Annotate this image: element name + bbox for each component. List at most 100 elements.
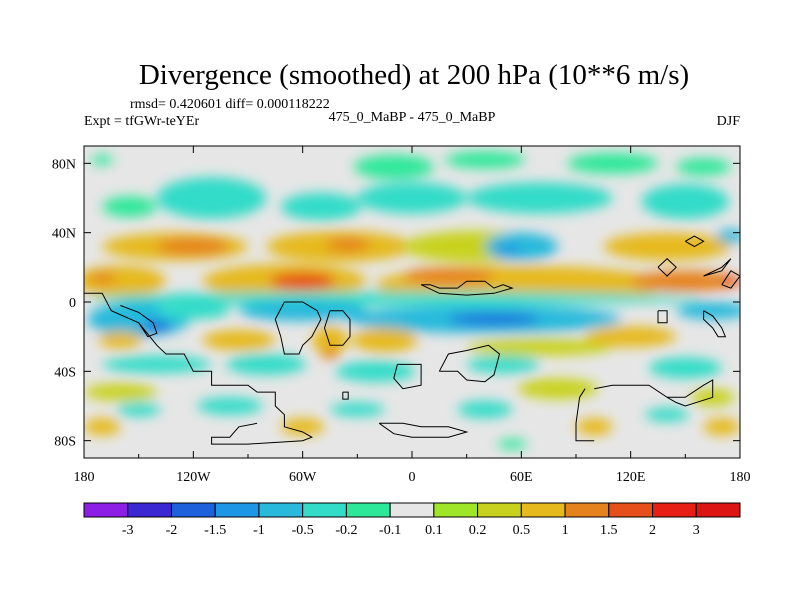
colorbar-swatch <box>345 502 391 518</box>
field-region-51 <box>116 402 161 417</box>
field-region-56 <box>84 418 121 436</box>
colorbar-label: 2 <box>649 523 656 538</box>
field-region-30 <box>142 321 172 332</box>
colorbar-label: 1 <box>562 523 569 538</box>
colorbar-label: -1.5 <box>204 523 226 538</box>
field-region-6 <box>280 192 361 221</box>
field-region-31 <box>156 302 230 320</box>
field-region-59 <box>703 418 740 436</box>
field-region-42 <box>585 326 677 348</box>
field-region-27 <box>719 276 740 287</box>
coastline-6 <box>438 344 501 383</box>
colorbar-swatch <box>258 502 304 518</box>
field-region-41 <box>466 338 613 356</box>
field-region-37 <box>202 329 276 351</box>
stats-label: rmsd= 0.420601 diff= 0.000118222 <box>130 97 330 112</box>
coastline-2 <box>274 301 322 355</box>
field-region-44 <box>226 354 307 375</box>
coastline-15 <box>657 258 677 277</box>
field-region-5 <box>156 177 267 219</box>
colorbar-swatch <box>302 502 347 518</box>
field-region-34 <box>448 314 540 325</box>
y-tick-label: 40S <box>54 365 76 380</box>
experiment-label: Expt = tfGWr-teYEr <box>84 114 199 129</box>
x-tick-label: 60W <box>289 470 317 485</box>
colorbar-label: 3 <box>693 523 700 538</box>
field-region-57 <box>280 418 325 436</box>
coastline-1 <box>120 305 158 338</box>
field-region-3 <box>676 158 731 176</box>
colorbar-label: -3 <box>122 523 134 538</box>
y-tick-label: 0 <box>69 296 76 311</box>
field-region-20 <box>84 265 166 297</box>
colorbar-swatch <box>170 502 216 518</box>
colorbar-label: -0.1 <box>379 523 401 538</box>
colorbar-swatch <box>433 502 479 518</box>
colorbar-swatch <box>127 502 172 518</box>
coastline-0 <box>84 292 313 445</box>
coastline-11 <box>685 235 705 248</box>
colorbar-label: -2 <box>166 523 178 538</box>
coastlines <box>84 235 740 445</box>
coastline-8 <box>657 310 668 324</box>
y-tick-label: 80N <box>52 157 76 172</box>
colorbar-swatch <box>83 502 129 518</box>
plot-area <box>83 145 741 459</box>
field-region-10 <box>102 196 157 218</box>
field-region-21 <box>87 272 117 283</box>
field-region-19 <box>716 229 740 244</box>
field-region-4 <box>91 154 114 166</box>
comparison-label: 475_0_MaBP - 475_0_MaBP <box>329 110 496 125</box>
coastline-5 <box>393 363 422 390</box>
colorbar-swatch <box>389 502 435 518</box>
colorbar-label: -0.5 <box>292 523 314 538</box>
colorbar-swatch <box>520 502 566 518</box>
field-region-2 <box>566 152 658 174</box>
coastline-10 <box>575 388 595 442</box>
coastline-3 <box>323 310 351 346</box>
field-region-8 <box>466 182 613 214</box>
x-axis: 180 120W 60W 0 60E 120E 180 <box>74 146 751 485</box>
field-region-23 <box>269 272 336 290</box>
field-region-53 <box>330 402 385 417</box>
colorbar: -3 -2 -1.5 -1 -0.5 -0.2 -0.1 0.1 0.2 0.5 1 1.5 2 3 <box>83 502 741 538</box>
field-region-25 <box>402 267 495 285</box>
field-region-47 <box>648 357 722 379</box>
colorbar-swatch <box>564 502 610 518</box>
field-region-52 <box>196 397 263 415</box>
season-label: DJF <box>717 114 741 129</box>
field-region-54 <box>457 400 513 419</box>
colorbar-label: 0.1 <box>425 523 443 538</box>
colorbar-swatch <box>214 502 260 518</box>
field-region-28 <box>84 291 704 306</box>
colorbar-swatch <box>477 502 522 518</box>
x-tick-label: 120E <box>616 470 646 485</box>
field-region-26 <box>630 270 740 292</box>
colorbar-label: 1.5 <box>600 523 618 538</box>
coastline-7 <box>420 280 514 296</box>
coastline-14 <box>378 422 469 438</box>
field-region-35 <box>676 302 740 320</box>
colorbar-label: -1 <box>253 523 265 538</box>
divergence-field <box>84 151 740 450</box>
field-region-55 <box>645 407 689 422</box>
field-region-14 <box>326 237 371 252</box>
x-tick-label: 180 <box>730 470 751 485</box>
field-region-18 <box>603 232 731 261</box>
x-tick-label: 120W <box>176 470 211 485</box>
colorbar-swatch <box>695 502 741 518</box>
field-region-49 <box>517 378 598 400</box>
coastline-9 <box>594 379 714 407</box>
x-tick-label: 180 <box>74 470 95 485</box>
field-region-58 <box>576 418 613 436</box>
field-region-17 <box>492 244 522 256</box>
colorbar-label: 0.2 <box>469 523 487 538</box>
field-region-36 <box>98 331 143 349</box>
field-region-16 <box>484 232 558 261</box>
chart-title: Divergence (smoothed) at 200 hPa (10**6 … <box>139 59 689 91</box>
coastline-16 <box>721 270 740 289</box>
field-region-45 <box>335 360 416 382</box>
x-tick-label: 60E <box>510 470 533 485</box>
field-region-1 <box>444 151 525 169</box>
